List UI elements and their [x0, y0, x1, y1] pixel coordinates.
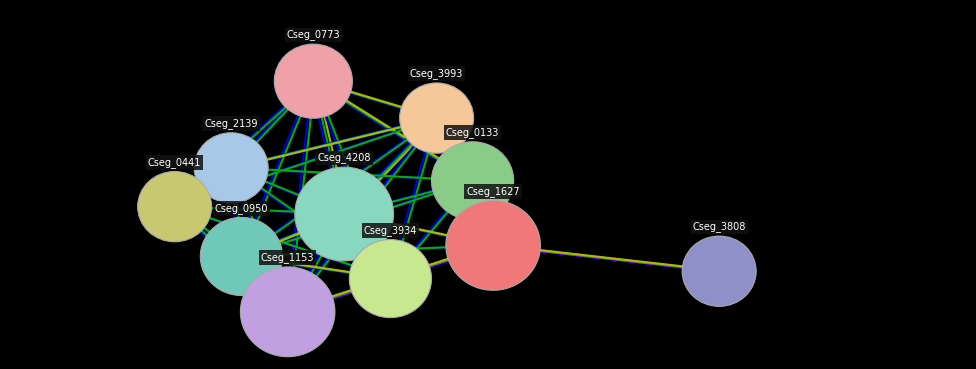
- Ellipse shape: [431, 142, 513, 220]
- Text: Cseg_2139: Cseg_2139: [204, 118, 258, 129]
- Text: Cseg_3934: Cseg_3934: [364, 225, 417, 236]
- Ellipse shape: [399, 83, 473, 153]
- Ellipse shape: [194, 133, 268, 203]
- Ellipse shape: [138, 172, 212, 242]
- Ellipse shape: [349, 239, 431, 318]
- Text: Cseg_1627: Cseg_1627: [467, 186, 520, 197]
- Ellipse shape: [274, 44, 352, 118]
- Ellipse shape: [446, 200, 541, 290]
- Text: Cseg_3808: Cseg_3808: [692, 221, 746, 232]
- Ellipse shape: [682, 236, 756, 306]
- Ellipse shape: [240, 267, 335, 357]
- Ellipse shape: [295, 167, 393, 261]
- Text: Cseg_3993: Cseg_3993: [410, 68, 464, 79]
- Text: Cseg_0950: Cseg_0950: [215, 203, 268, 214]
- Text: Cseg_1153: Cseg_1153: [261, 252, 314, 263]
- Text: Cseg_0773: Cseg_0773: [287, 30, 341, 40]
- Ellipse shape: [200, 217, 282, 296]
- Text: Cseg_4208: Cseg_4208: [317, 152, 371, 163]
- Text: Cseg_0133: Cseg_0133: [446, 127, 500, 138]
- Text: Cseg_0441: Cseg_0441: [148, 157, 201, 168]
